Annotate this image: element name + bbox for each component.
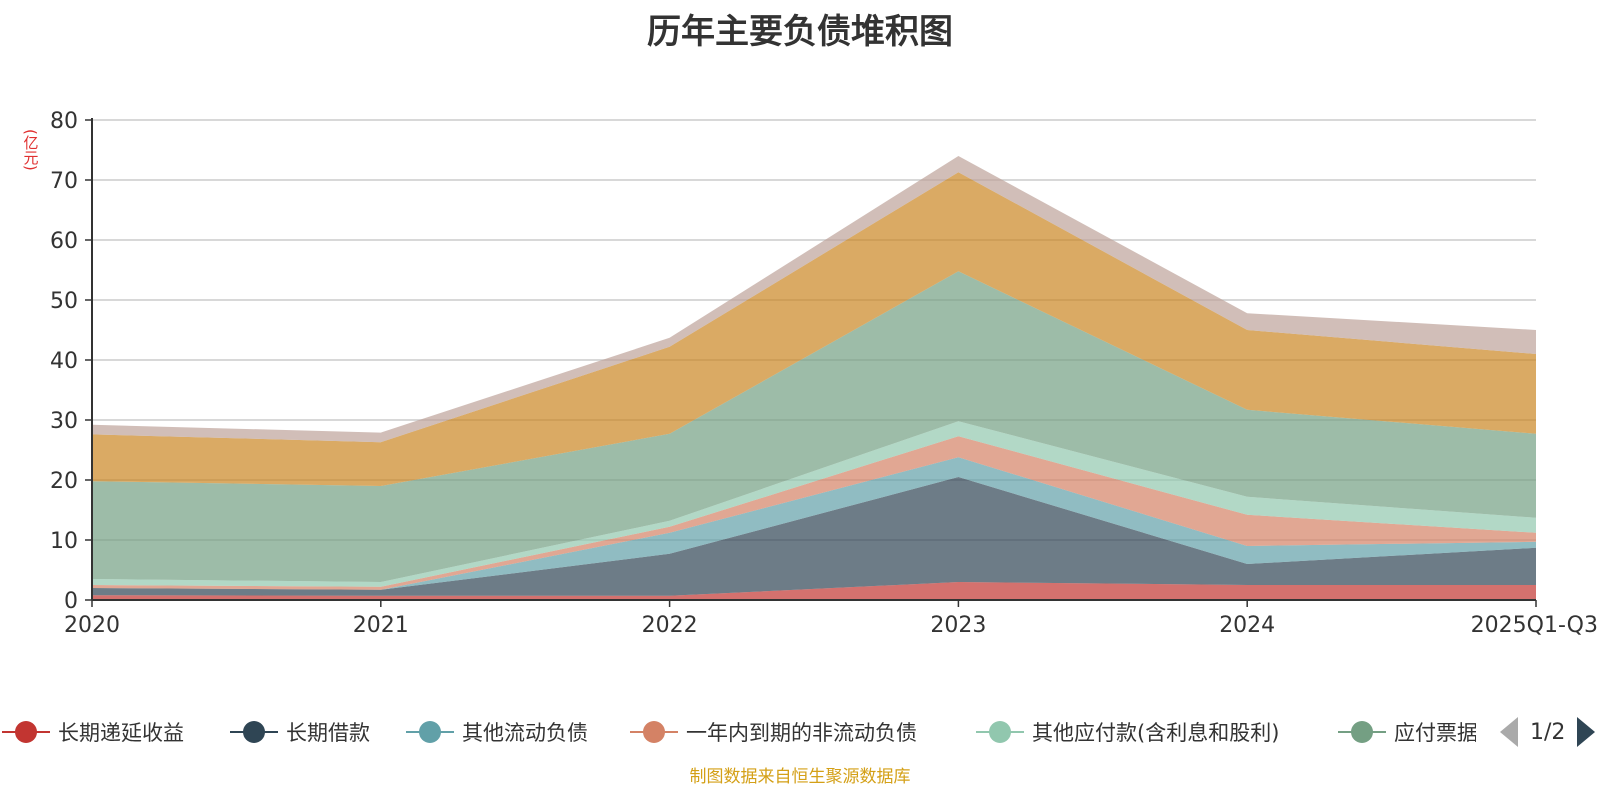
chart-plot: 0 10 20 30 40 50 60 70 80 2020 2021 2022 2023 2024 202…: [50, 109, 1598, 638]
y-tick-label: 0: [64, 589, 78, 614]
legend-item[interactable]: 长期借款: [228, 712, 370, 752]
legend-item[interactable]: 长期递延收益: [0, 712, 184, 752]
legend-item[interactable]: 其他流动负债: [404, 712, 588, 752]
legend-label: 长期借款: [286, 721, 370, 745]
source-note: 制图数据来自恒生聚源数据库: [689, 767, 911, 787]
y-tick-label: 30: [50, 409, 78, 434]
x-tick-label: 2020: [64, 613, 120, 638]
area-series-应付账款[interactable]: [92, 172, 1536, 486]
legend-marker-icon: [1338, 721, 1386, 743]
legend-marker-icon: [630, 721, 678, 743]
legend-marker-icon: [976, 721, 1024, 743]
legend-label: 其他流动负债: [462, 721, 588, 745]
legend-pager: 1/2: [1500, 712, 1596, 752]
legend-label: 应付票据: [1394, 721, 1476, 745]
legend-item[interactable]: 一年内到期的非流动负债: [628, 712, 917, 752]
y-tick-label: 60: [50, 229, 78, 254]
y-tick-label: 20: [50, 469, 78, 494]
legend-item[interactable]: 其他应付款(含利息和股利): [974, 712, 1279, 752]
area-series-应付票据[interactable]: [92, 271, 1536, 582]
legend-items: 长期递延收益 长期借款 其他流动负债 一年内到期的非流动负债 其他应付款(含利息和股利)…: [0, 712, 1476, 752]
legend-label: 长期递延收益: [58, 721, 184, 745]
area-series-其他应付款(含利息和股利)[interactable]: [92, 421, 1536, 587]
x-tick-label: 2022: [642, 613, 698, 638]
area-series: [92, 156, 1536, 600]
y-tick-label: 70: [50, 169, 78, 194]
legend-next-page-icon[interactable]: [1577, 717, 1596, 747]
x-tick-label: 2021: [353, 613, 409, 638]
legend-marker-icon: [2, 721, 50, 743]
y-tick-label: 10: [50, 529, 78, 554]
x-tick-label: 2023: [930, 613, 986, 638]
x-tick-label: 2025Q1-Q3: [1471, 613, 1598, 638]
axes: 0 10 20 30 40 50 60 70 80 2020 2021 2022 2023 2024 202…: [50, 109, 1598, 638]
y-tick-label: 80: [50, 109, 78, 134]
y-axis-unit-label: (亿元): [21, 129, 40, 171]
x-tick-label: 2024: [1219, 613, 1275, 638]
legend: 长期递延收益 长期借款 其他流动负债 一年内到期的非流动负债 其他应付款(含利息和股利)…: [0, 712, 1600, 752]
legend-page-indicator: 1/2: [1530, 719, 1566, 745]
legend-item[interactable]: 应付票据: [1336, 712, 1476, 752]
legend-marker-icon: [230, 721, 278, 743]
legend-marker-icon: [406, 721, 454, 743]
y-tick-label: 50: [50, 289, 78, 314]
chart-title: 历年主要负债堆积图: [647, 12, 953, 52]
legend-label: 一年内到期的非流动负债: [686, 721, 917, 745]
area-series-长期借款[interactable]: [92, 477, 1536, 596]
legend-prev-page-icon[interactable]: [1500, 717, 1518, 747]
legend-label: 其他应付款(含利息和股利): [1032, 721, 1280, 745]
area-series-长期递延收益[interactable]: [92, 582, 1536, 600]
y-tick-label: 40: [50, 349, 78, 374]
